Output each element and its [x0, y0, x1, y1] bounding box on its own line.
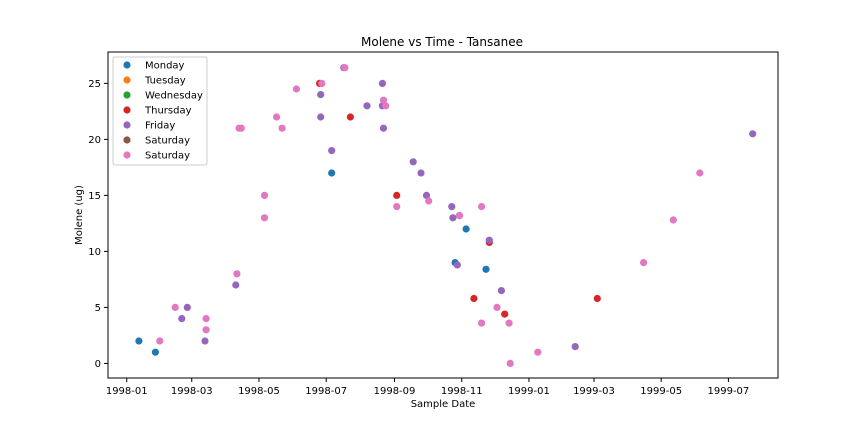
point-0-2 — [328, 169, 336, 177]
legend-label-5: Saturday — [145, 136, 190, 147]
point-4-13 — [417, 169, 425, 177]
legend-marker-3 — [123, 106, 131, 114]
x-tick-label-2: 1998-05 — [238, 386, 280, 397]
x-tick-label-8: 1999-05 — [640, 386, 682, 397]
legend-frame — [112, 56, 208, 166]
y-tick-label-0: 0 — [95, 359, 101, 370]
legend-marker-0 — [123, 61, 131, 69]
legend-label-3: Thursday — [144, 106, 192, 117]
point-6-8 — [260, 214, 269, 222]
point-4-22 — [749, 130, 757, 138]
points-layer — [135, 64, 757, 367]
point-6-0 — [156, 337, 164, 345]
point-6-16 — [393, 203, 401, 211]
point-0-4 — [462, 225, 470, 233]
point-0-5 — [482, 265, 490, 273]
point-6-25 — [640, 259, 648, 267]
point-3-1 — [346, 113, 354, 121]
point-4-18 — [453, 261, 461, 269]
x-tick-label-1: 1998-03 — [171, 386, 213, 397]
point-6-15 — [382, 102, 390, 110]
x-tick-label-6: 1999-01 — [508, 386, 550, 397]
point-6-2 — [202, 315, 210, 323]
point-6-6 — [237, 124, 245, 132]
y-tick-label-1: 5 — [95, 303, 101, 314]
point-4-20 — [497, 287, 505, 295]
point-3-6 — [593, 294, 601, 303]
point-4-0 — [178, 315, 186, 323]
point-6-17 — [425, 197, 433, 205]
y-tick-label-4: 20 — [88, 135, 101, 146]
x-tick-label-7: 1999-03 — [573, 386, 615, 397]
point-6-13 — [341, 64, 349, 72]
legend-label-2: Wednesday — [145, 91, 203, 102]
point-4-2 — [201, 337, 209, 345]
point-6-19 — [478, 203, 486, 211]
point-4-12 — [409, 158, 417, 166]
point-6-7 — [260, 191, 269, 199]
point-4-14 — [422, 191, 431, 199]
point-0-1 — [151, 348, 159, 356]
point-4-4 — [317, 91, 325, 99]
y-axis: 0 5 10 15 20 25 — [88, 79, 108, 370]
point-6-4 — [233, 270, 241, 278]
point-3-5 — [501, 310, 509, 318]
point-4-16 — [449, 214, 457, 222]
point-4-8 — [363, 102, 371, 110]
legend-label-6: Saturday — [145, 151, 190, 162]
x-axis-title: Sample Date — [411, 399, 476, 410]
y-tick-label-3: 15 — [88, 191, 101, 202]
x-tick-label-0: 1998-01 — [106, 386, 148, 397]
x-tick-label-3: 1998-07 — [305, 386, 347, 397]
chart-title: Molene vs Time - Tansanee — [361, 35, 523, 49]
point-4-9 — [378, 79, 386, 87]
point-6-18 — [455, 212, 464, 220]
point-6-26 — [669, 216, 677, 224]
legend-label-1: Tuesday — [144, 76, 186, 87]
x-axis: 1998-01 1998-03 1998-05 1998-07 1998-09 1998-… — [106, 378, 749, 397]
point-6-21 — [493, 303, 501, 311]
point-4-6 — [328, 147, 336, 155]
point-6-14 — [379, 96, 388, 104]
point-4-15 — [448, 203, 456, 211]
legend-marker-4 — [123, 121, 131, 129]
point-4-3 — [232, 281, 240, 289]
legend-label-4: Friday — [145, 121, 175, 132]
legend: Monday Tuesday Wednesday Thursday Friday Satu… — [112, 56, 208, 166]
point-4-19 — [485, 236, 493, 244]
point-4-11 — [379, 124, 388, 132]
point-4-1 — [183, 303, 191, 311]
point-0-0 — [135, 337, 143, 345]
point-6-23 — [506, 359, 514, 367]
point-6-27 — [696, 169, 704, 177]
point-6-10 — [278, 124, 286, 132]
point-4-5 — [317, 113, 325, 121]
point-6-11 — [292, 85, 300, 93]
point-6-20 — [478, 319, 486, 327]
y-axis-title: Molene (ug) — [74, 185, 85, 245]
legend-label-0: Monday — [145, 61, 185, 72]
point-6-24 — [534, 348, 542, 356]
x-tick-label-9: 1999-07 — [708, 386, 750, 397]
y-tick-label-2: 10 — [88, 247, 101, 258]
point-6-3 — [202, 326, 210, 334]
point-3-2 — [393, 191, 401, 199]
point-4-21 — [571, 343, 579, 351]
x-tick-label-5: 1998-11 — [441, 386, 483, 397]
legend-marker-5 — [123, 136, 131, 144]
x-tick-label-4: 1998-09 — [374, 386, 416, 397]
plot-frame — [107, 51, 779, 379]
point-3-3 — [470, 294, 478, 303]
point-6-9 — [273, 113, 281, 121]
legend-marker-2 — [123, 91, 131, 99]
legend-marker-1 — [123, 76, 131, 84]
point-6-12 — [318, 79, 326, 87]
legend-marker-6 — [123, 151, 131, 159]
point-6-1 — [171, 303, 179, 311]
y-tick-label-5: 25 — [88, 79, 101, 90]
point-6-22 — [505, 319, 513, 327]
